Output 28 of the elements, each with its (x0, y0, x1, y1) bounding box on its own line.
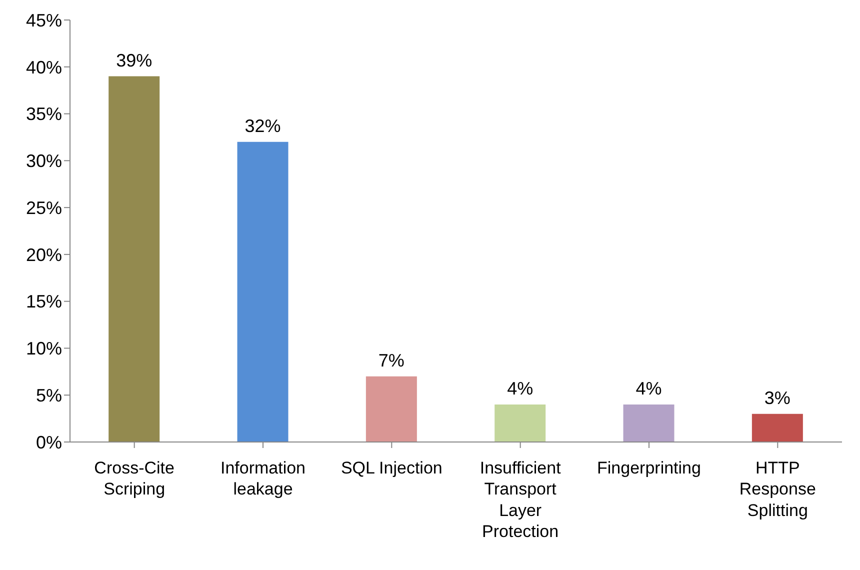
data-label: 4% (507, 378, 534, 398)
bar (494, 404, 546, 442)
y-tick-label: 30% (26, 151, 62, 172)
y-tick-label: 40% (26, 57, 62, 78)
y-tick-label: 25% (26, 198, 62, 218)
y-tick-label: 45% (26, 10, 62, 30)
x-tick-label: Insufficient Transport Layer Protection (480, 458, 562, 542)
x-tick-label: SQL Injection (340, 458, 442, 478)
y-tick-label: 10% (26, 338, 62, 359)
bar (237, 142, 288, 442)
data-label: 4% (636, 378, 662, 398)
y-tick-label: 15% (26, 292, 62, 312)
y-tick-label: 20% (26, 244, 62, 265)
bar (623, 404, 674, 442)
data-label: 32% (244, 116, 281, 136)
y-tick-label: 5% (36, 386, 62, 406)
x-tick-label: Information leakage (220, 458, 306, 499)
bar (366, 376, 417, 442)
x-tick-label: HTTP Response Splitting (739, 458, 816, 520)
data-label: 3% (764, 388, 790, 408)
x-tick-label: Fingerprinting (597, 458, 701, 478)
bar (752, 414, 803, 442)
bar (108, 76, 160, 442)
y-tick-label: 35% (26, 104, 62, 124)
data-label: 39% (116, 50, 152, 70)
y-tick-label: 0% (36, 432, 62, 452)
x-tick-label: Cross-Cite Scriping (94, 458, 174, 499)
data-label: 7% (378, 350, 404, 370)
